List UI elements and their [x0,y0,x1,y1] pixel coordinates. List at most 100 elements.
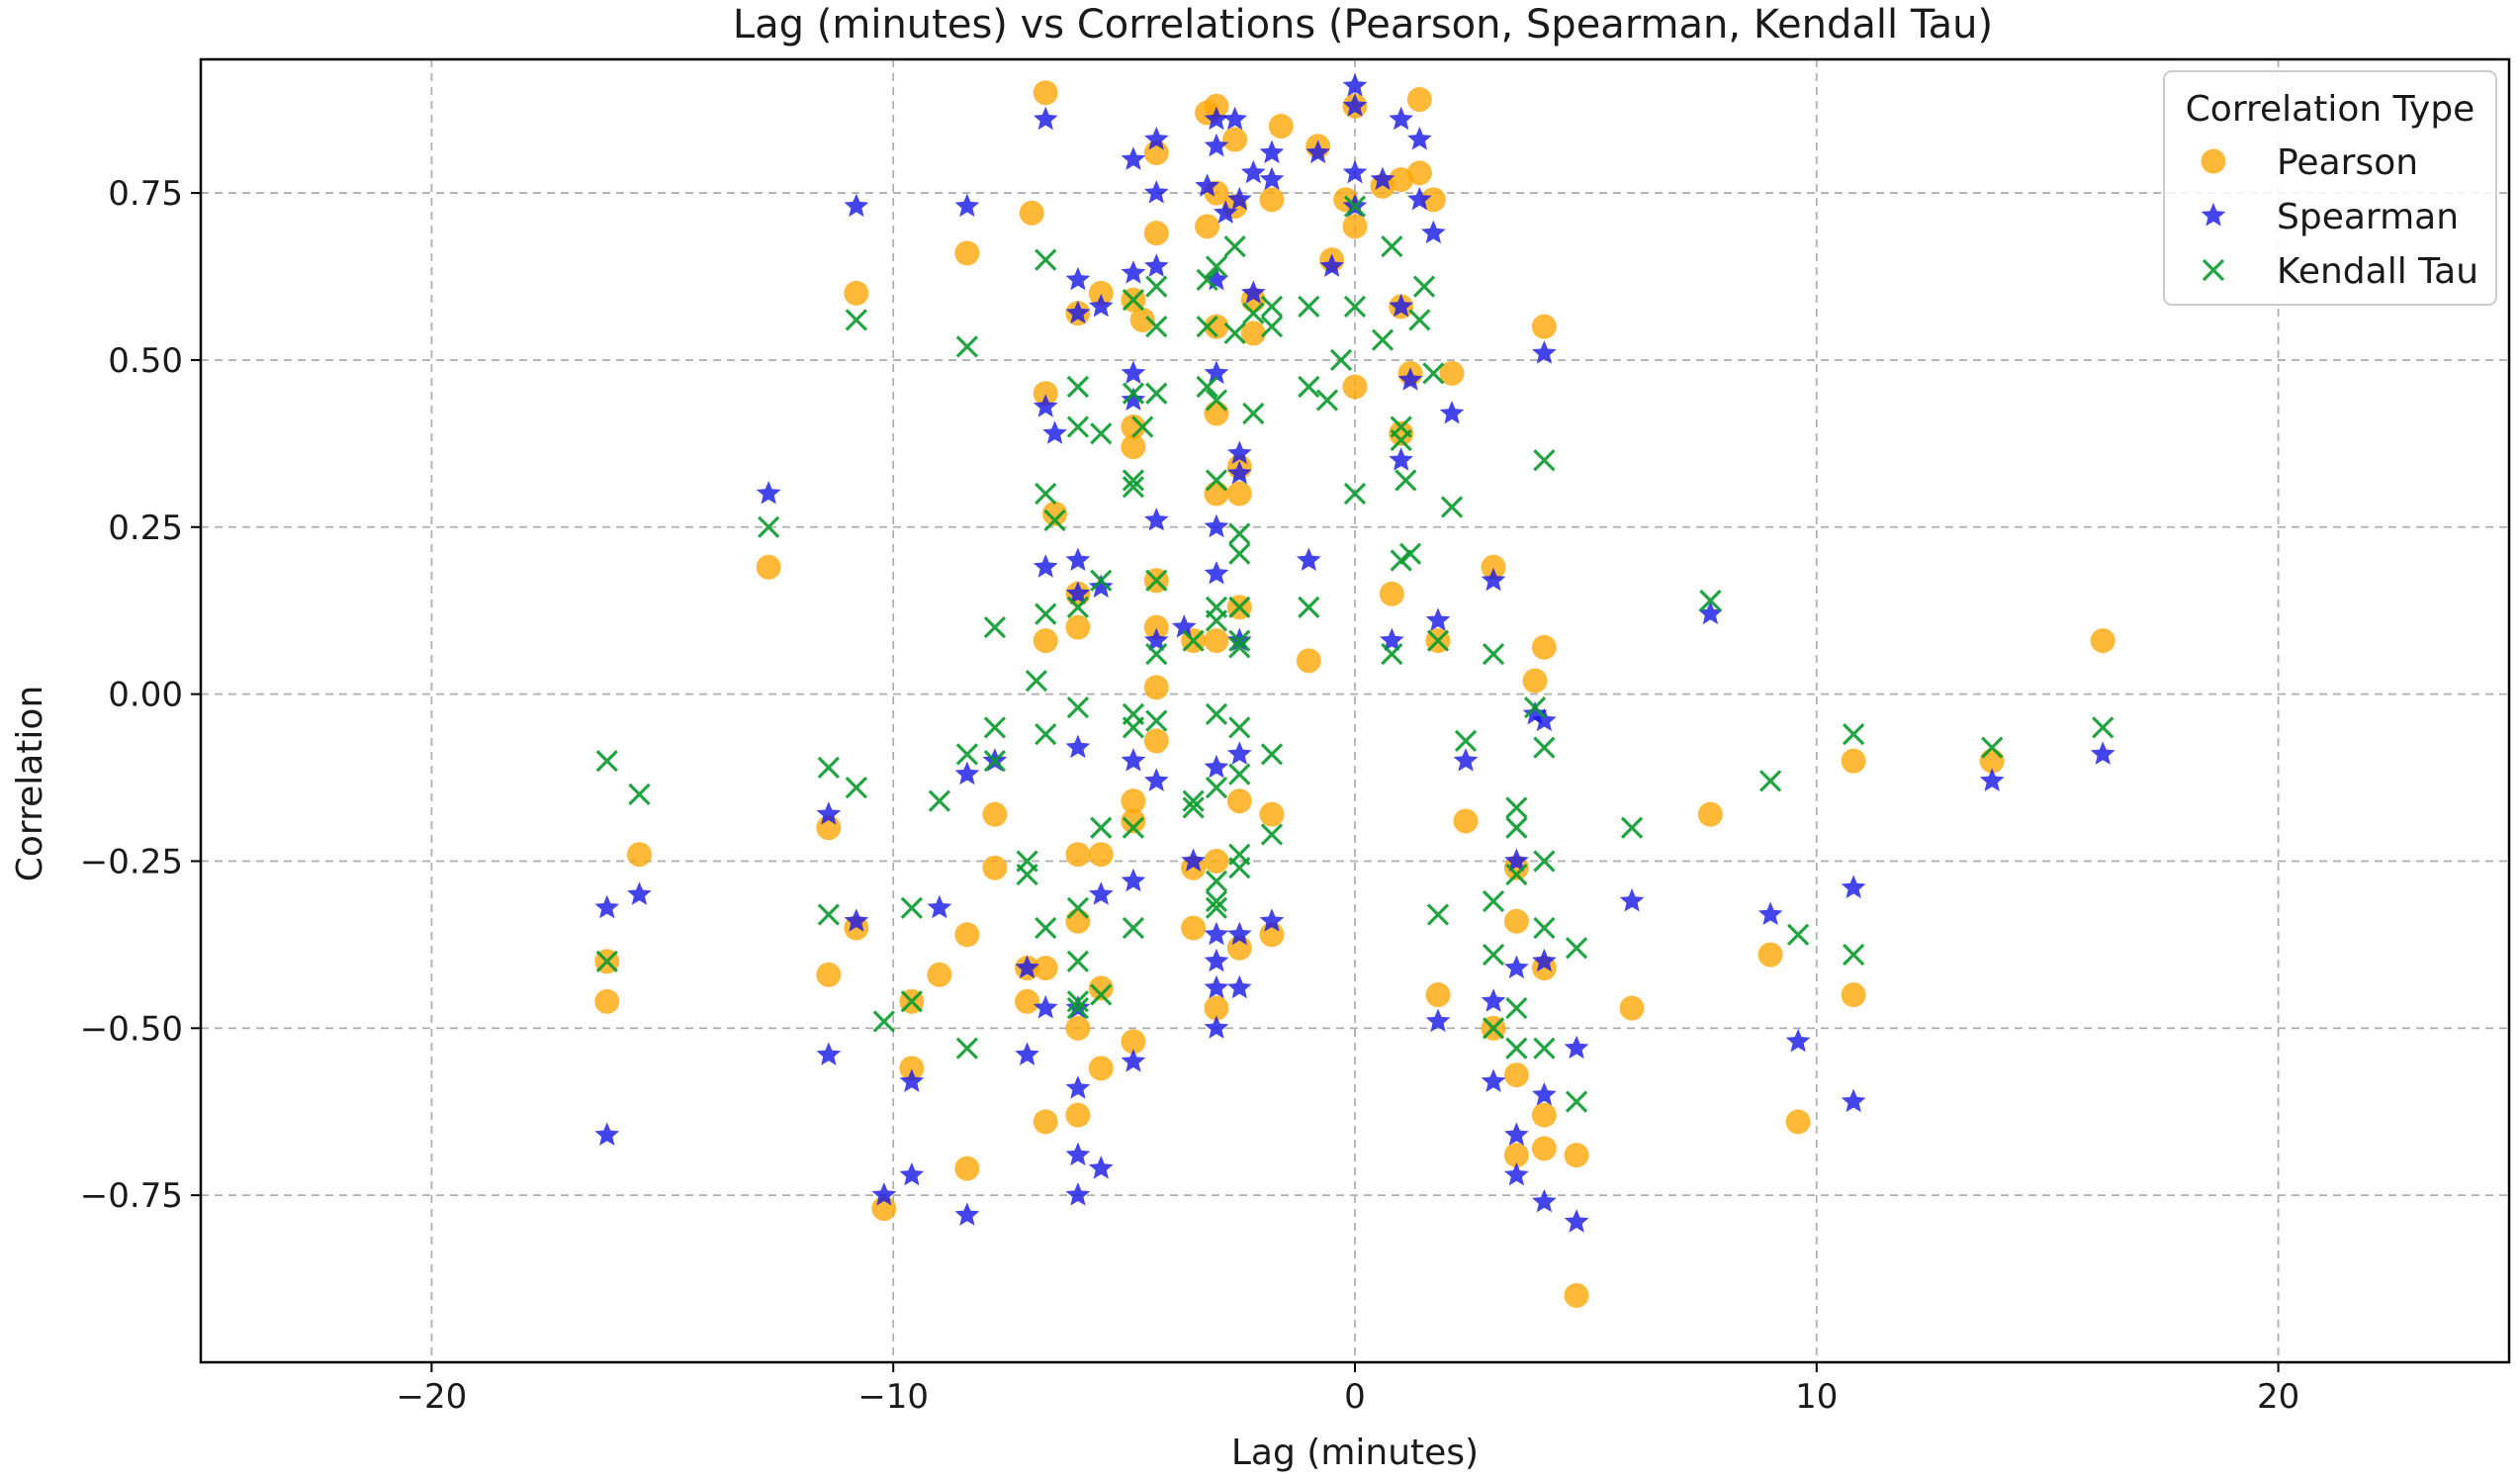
kendall-tau-point [872,1010,895,1033]
spearman-point [1481,1068,1506,1092]
spearman-point [1425,607,1451,631]
pearson-point [1033,80,1058,106]
kendall-tau-point [1699,589,1722,612]
kendall-tau-point [2092,716,2115,739]
spearman-point [1065,547,1091,572]
spearman-point [1379,627,1404,652]
pearson-point [1439,360,1465,386]
kendall-tau-point [1482,889,1505,913]
legend-label-spearman: Spearman [2277,197,2459,237]
spearman-point [1532,948,1557,972]
pearson-point [1143,221,1169,246]
kendall-tau-point [817,903,840,926]
kendall-tau-point [1066,695,1090,719]
kendall-tau-point [595,750,618,773]
spearman-point [1033,995,1058,1019]
spearman-point [816,1042,842,1065]
series-spearman [594,73,2115,1233]
spearman-point [1143,127,1169,150]
pearson-point [1204,93,1229,119]
spearman-point [1226,440,1252,464]
pearson-point [756,554,781,580]
legend: Correlation Type Pearson Spearman Kendall … [2163,70,2497,306]
spearman-point [1504,1122,1529,1146]
spearman-point [1121,360,1146,384]
kendall-tau-point [1205,870,1228,892]
x-tick-label: −10 [857,1377,929,1417]
kendall-tau-point [1182,796,1205,819]
kendall-tau-point [1981,736,2004,759]
kendall-tau-point [1408,309,1431,331]
spearman-point [1226,921,1252,946]
kendall-tau-point [628,783,651,806]
spearman-point [954,761,980,786]
pearson-point [1259,801,1285,827]
kendall-tau-point [1343,195,1367,218]
kendall-tau-point [1329,348,1353,372]
kendall-tau-point [1228,763,1251,786]
kendall-tau-point [1565,937,1588,960]
pearson-point [1531,1102,1557,1128]
pearson-point [1033,956,1058,981]
kendall-tau-point [1242,302,1265,324]
pearson-point [1121,788,1146,814]
kendall-tau-point [595,950,618,972]
pearson-point [1143,614,1169,640]
spearman-point [1406,186,1432,211]
spearman-point [1015,1042,1039,1065]
pearson-point [1088,842,1114,868]
kendall-tau-point [1381,234,1403,258]
kendall-tau-point [1371,328,1395,351]
spearman-point [1305,139,1331,164]
kendall-tau-point [845,309,867,331]
spearman-point [1259,908,1285,932]
kendall-tau-point [1260,316,1284,338]
spearman-point [899,1068,925,1092]
spearman-point [1204,754,1229,779]
kendall-tau-point [1343,295,1367,319]
kendall-tau-point [1035,248,1057,271]
y-axis-label: Correlation [10,686,50,882]
spearman-point [1121,387,1146,411]
spearman-point [816,801,842,825]
kendall-tau-point [1145,275,1168,298]
spearman-point [1785,1028,1811,1053]
kendall-tau-point [817,756,840,780]
kendall-tau-point [1145,569,1168,592]
spearman-point [1204,948,1229,972]
kendall-tau-point [1122,716,1145,739]
kendall-tau-point [1122,916,1145,940]
spearman-point [1342,73,1368,97]
kendall-tau-point [983,750,1007,773]
kendall-tau-point [1482,1017,1505,1040]
kendall-tau-point [1066,896,1090,919]
pearson-point [594,988,620,1014]
kendall-tau-point [1035,482,1057,506]
pearson-point [1222,127,1248,152]
spearman-point [1453,748,1479,772]
spearman-point [1065,1142,1091,1166]
kendall-tau-point [1131,416,1154,438]
kendall-tau-point [1505,796,1528,819]
pearson-point [1088,1056,1114,1081]
kendall-tau-point [1843,723,1865,746]
kendall-tau-point [1205,702,1228,726]
spearman-point [871,1182,897,1206]
spearman-point [1481,988,1506,1012]
kendall-tau-point [1223,234,1246,258]
pearson-point [1204,848,1229,874]
pearson-point [1531,1136,1557,1161]
kendall-tau-point [1205,389,1228,412]
y-tick-label: −0.50 [80,1009,183,1049]
kendall-tau-point [1315,389,1339,412]
spearman-point [1143,508,1169,531]
spearman-point [1979,768,2005,791]
spearman-point [1619,887,1645,912]
kendall-tau-point [1298,596,1320,618]
pearson-point [1226,481,1252,507]
kendall-tau-point [1395,469,1417,492]
spearman-point [1226,974,1252,999]
kendall-tau-point [1482,943,1505,967]
spearman-point [1240,280,1266,304]
kendall-tau-point [1090,983,1113,1006]
